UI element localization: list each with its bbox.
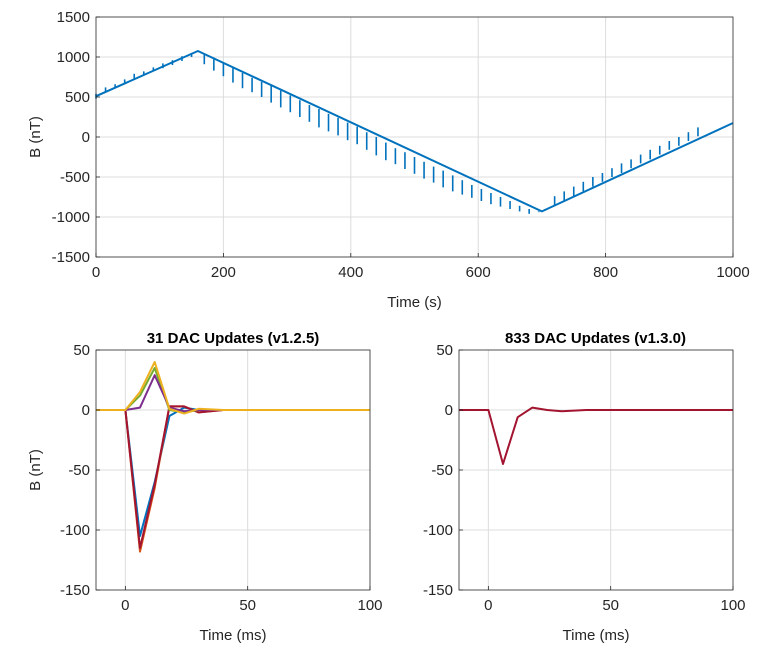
y-tick-label: 50: [436, 342, 453, 359]
chart-title: 833 DAC Updates (v1.3.0): [505, 330, 686, 347]
y-tick-label: 0: [82, 402, 90, 419]
chart-time-series: 0 200 400 600 800 1000 1500 1000 500 0 -500 -1000 -1…: [27, 9, 750, 311]
y-tick-label: -1500: [52, 249, 90, 266]
chart-title: 31 DAC Updates (v1.2.5): [147, 330, 320, 347]
x-tick-label: 50: [239, 597, 256, 614]
y-tick-label: 0: [445, 402, 453, 419]
x-tick-label: 200: [211, 264, 236, 281]
y-tick-label: -50: [68, 462, 90, 479]
y-tick-label: -1000: [52, 209, 90, 226]
y-axis-label: B (nT): [27, 449, 44, 491]
y-tick-label: -50: [431, 462, 453, 479]
tick-labels: 0 50 100 50 0 -50 -100 -150: [60, 342, 383, 614]
x-tick-label: 600: [466, 264, 491, 281]
x-tick-label: 400: [338, 264, 363, 281]
y-axis-label: B (nT): [27, 116, 44, 158]
tick-labels: 0 200 400 600 800 1000 1500 1000 500 0 -500 -1000 -1…: [52, 9, 750, 281]
x-tick-label: 0: [484, 597, 492, 614]
data-marks: [96, 361, 370, 553]
chart-v125: 31 DAC Updates (v1.2.5) 0 50 100 50 0 -50 -100…: [27, 330, 383, 644]
x-tick-label: 50: [602, 597, 619, 614]
data-marks: [95, 50, 734, 214]
y-tick-label: -500: [60, 169, 90, 186]
tick-labels: 0 50 100 50 0 -50 -100 -150: [423, 342, 746, 614]
y-tick-label: 50: [73, 342, 90, 359]
y-tick-label: 500: [65, 89, 90, 106]
x-axis-label: Time (ms): [563, 627, 630, 644]
y-tick-label: 0: [82, 129, 90, 146]
y-tick-label: -100: [423, 522, 453, 539]
y-tick-label: -100: [60, 522, 90, 539]
y-tick-label: 1500: [57, 9, 90, 26]
x-tick-label: 0: [92, 264, 100, 281]
y-tick-label: 1000: [57, 49, 90, 66]
y-tick-label: -150: [423, 582, 453, 599]
y-tick-label: -150: [60, 582, 90, 599]
chart-v130: 833 DAC Updates (v1.3.0) 0 50 100 50 0 -50 -10…: [423, 330, 746, 644]
x-tick-label: 100: [720, 597, 745, 614]
x-tick-label: 100: [357, 597, 382, 614]
series-line-0: [95, 50, 734, 213]
x-tick-label: 0: [121, 597, 129, 614]
grid: [96, 17, 733, 257]
series-line-5: [96, 361, 370, 415]
x-axis-label: Time (ms): [200, 627, 267, 644]
x-tick-label: 800: [593, 264, 618, 281]
x-tick-label: 1000: [716, 264, 749, 281]
series-line-0: [459, 406, 733, 465]
data-marks: [459, 406, 733, 465]
x-axis-label: Time (s): [387, 294, 441, 311]
